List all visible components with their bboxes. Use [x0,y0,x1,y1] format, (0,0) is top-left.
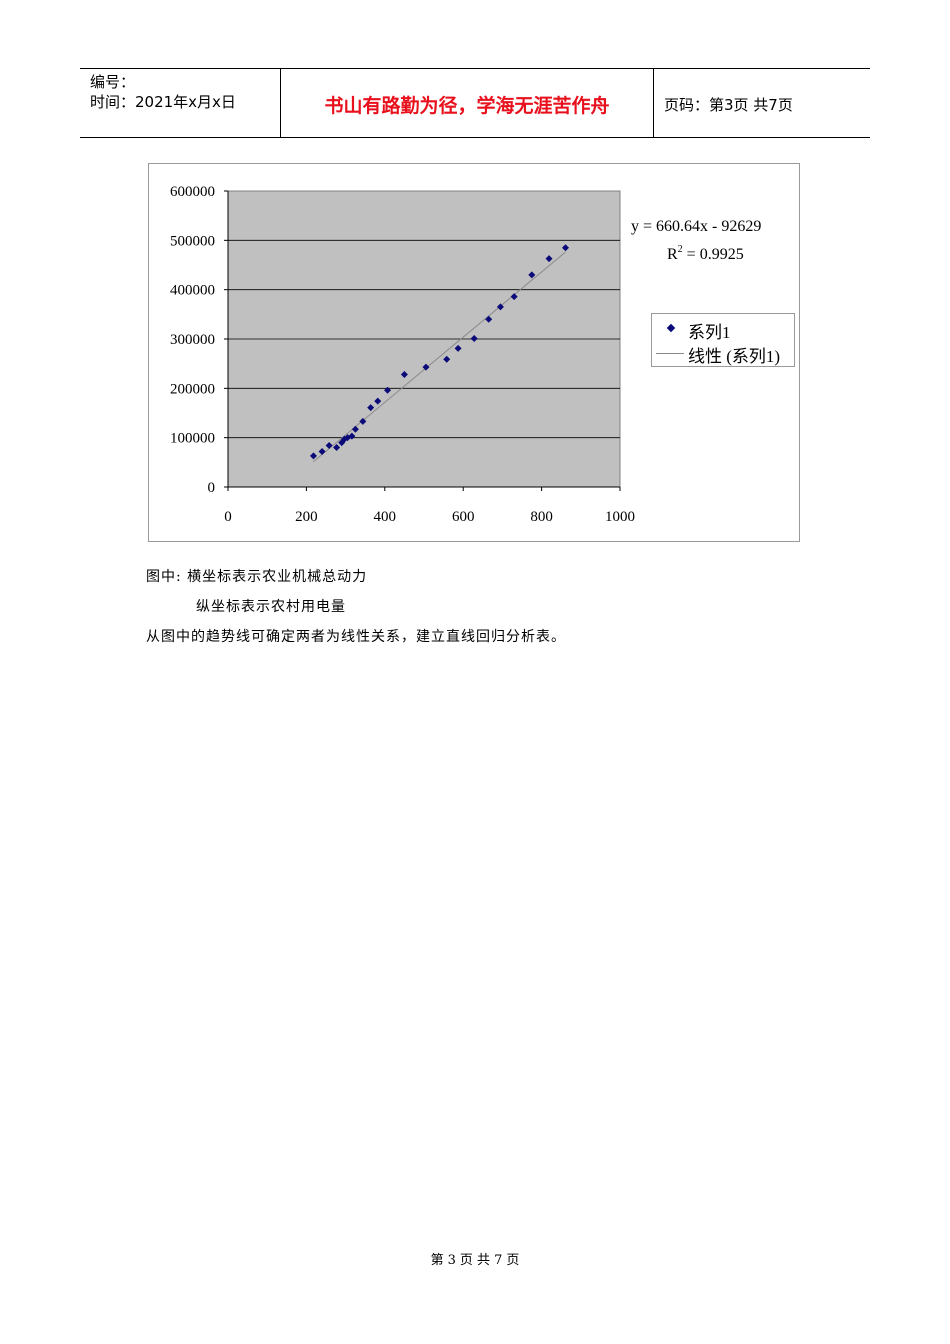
legend-item-series: 系列1 [652,318,794,342]
data-point [545,255,553,263]
data-point [318,447,326,455]
y-tick-label: 100000 [170,431,215,447]
data-point [340,435,348,443]
data-point [454,344,462,352]
data-point [384,386,392,394]
r-squared-superscript: 2 [678,244,683,255]
x-tick-label: 600 [452,509,475,525]
data-point [496,303,504,311]
y-tick-label: 0 [208,480,216,496]
diamond-marker-icon [666,323,676,333]
chart-canvas: 0 100000 200000 300000 400000 500000 600000 0 20… [170,184,761,525]
caption-line-1: 图中: 横坐标表示农业机械总动力 [146,569,368,585]
footer-total-pages: 7 [494,1253,503,1268]
header-motto: 书山有路勤为径，学海无涯苦作舟 [324,95,610,117]
data-point [562,244,570,252]
legend-series-label: 系列1 [688,323,731,342]
data-point [348,432,356,440]
footer-current-page: 3 [447,1253,456,1268]
data-point [528,271,536,279]
x-tick-label: 200 [295,509,318,525]
data-point [485,315,493,323]
header-center-cell: 书山有路勤为径，学海无涯苦作舟 [281,69,654,137]
data-point [422,363,430,371]
scatter-chart: 0 100000 200000 300000 400000 500000 600000 0 20… [148,163,800,542]
r-squared-value: = 0.9925 [683,246,744,263]
data-point [443,355,451,363]
footer-suffix: 页 [506,1253,520,1268]
conclusion-text: 从图中的趋势线可确定两者为线性关系，建立直线回归分析表。 [146,629,566,645]
data-point [400,371,408,379]
x-tick-label: 1000 [605,509,635,525]
header-page-info: 页码：第3页 共7页 [664,96,793,114]
y-tick-label: 200000 [170,381,215,397]
trendline-line-icon [656,353,684,354]
data-point [325,442,333,450]
data-point [510,293,518,301]
y-tick-label: 400000 [170,283,215,299]
legend-item-trendline: 线性 (系列1) [652,342,794,366]
y-tick-label: 300000 [170,332,215,348]
data-point [351,425,359,433]
caption-line-2: 纵坐标表示农村用电量 [196,599,346,615]
y-tick-label: 600000 [170,184,215,200]
header-right-cell: 页码：第3页 共7页 [654,69,870,137]
document-time: 时间：2021年x月x日 [90,93,236,111]
legend-trendline-label: 线性 (系列1) [688,347,781,366]
header-left-cell: 编号： 时间：2021年x月x日 [80,69,281,137]
r-squared-prefix: R [667,246,678,263]
data-point [374,397,382,405]
data-point [333,444,341,452]
x-tick-label: 800 [530,509,553,525]
data-point [359,417,367,425]
data-point [470,335,478,343]
footer-middle: 页 共 [459,1253,491,1268]
document-header: 编号： 时间：2021年x月x日 书山有路勤为径，学海无涯苦作舟 页码：第3页 … [80,68,870,138]
trendline-equation: y = 660.64x - 92629 [631,218,761,235]
data-point [367,404,375,412]
footer-prefix: 第 [430,1253,444,1268]
x-tick-label: 400 [374,509,397,525]
r-squared-label: R2 = 0.9925 [667,244,744,263]
chart-legend: 系列1 线性 (系列1) [651,313,795,367]
data-point [309,452,317,460]
x-tick-label: 0 [224,509,232,525]
document-number-label: 编号： [90,73,136,91]
y-tick-label: 500000 [170,233,215,249]
